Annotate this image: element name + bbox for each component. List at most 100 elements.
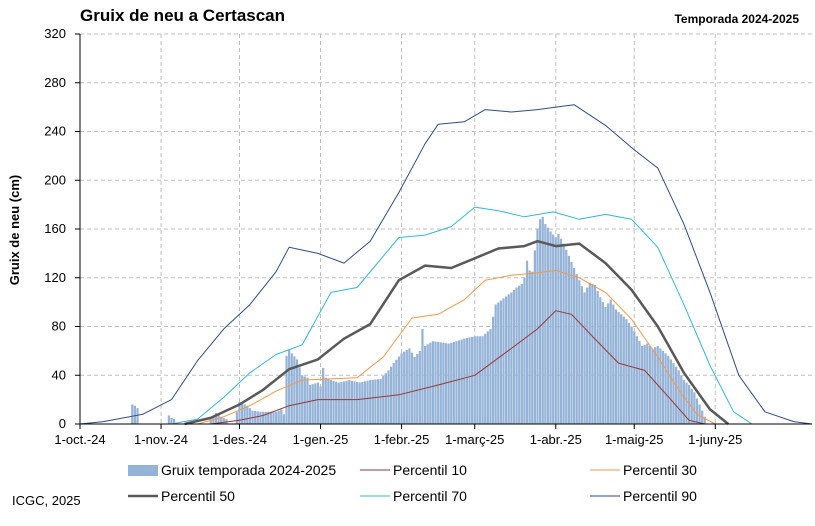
depth-bar	[306, 377, 309, 424]
depth-bar	[243, 404, 246, 424]
depth-bar	[544, 224, 547, 424]
depth-bar	[557, 233, 560, 424]
depth-bar	[400, 353, 403, 424]
depth-bar	[578, 280, 581, 424]
depth-bar	[468, 337, 471, 424]
depth-bar	[601, 302, 604, 424]
x-tick-label: 1-març-25	[445, 432, 504, 447]
depth-bar	[455, 341, 458, 424]
depth-bar	[669, 359, 672, 424]
depth-bar	[269, 411, 272, 424]
depth-bar	[392, 363, 395, 424]
depth-bar	[572, 268, 576, 424]
depth-bar	[507, 294, 510, 424]
depth-bar	[356, 381, 359, 424]
depth-bar	[630, 326, 633, 424]
depth-bar	[293, 356, 296, 424]
depth-bar	[672, 363, 675, 424]
depth-bar	[437, 341, 440, 424]
depth-bar	[324, 377, 327, 424]
depth-bar	[518, 285, 521, 424]
depth-bar	[311, 384, 314, 424]
depth-bar	[327, 378, 330, 424]
depth-bar	[173, 419, 176, 424]
depth-bar	[471, 336, 474, 424]
depth-bar	[625, 319, 628, 424]
depth-bar	[274, 411, 278, 424]
depth-bar	[434, 341, 437, 424]
depth-bar	[374, 379, 377, 424]
depth-bar	[491, 316, 495, 424]
depth-bar	[465, 338, 469, 424]
x-tick-label: 1-nov.-24	[134, 432, 188, 447]
depth-bar	[651, 348, 654, 424]
depth-bar	[612, 304, 615, 424]
depth-bar	[546, 227, 550, 424]
depth-bar	[170, 417, 173, 424]
depth-bar	[358, 382, 361, 424]
depth-bar	[476, 336, 479, 424]
depth-bar	[423, 346, 427, 424]
depth-bar	[282, 414, 286, 424]
depth-bar	[369, 380, 372, 424]
depth-bar	[523, 277, 526, 424]
y-tick-label: 80	[52, 319, 66, 334]
depth-bar	[659, 348, 662, 424]
depth-bar	[371, 379, 374, 424]
legend-label: Gruix temporada 2024-2025	[161, 462, 336, 478]
depth-bar	[614, 309, 618, 424]
depth-bar	[510, 292, 513, 424]
depth-bar	[460, 339, 463, 424]
depth-bar	[580, 286, 584, 424]
depth-bar	[376, 379, 380, 424]
depth-bar	[431, 341, 435, 424]
depth-bar	[690, 388, 693, 424]
depth-bar	[588, 282, 591, 424]
depth-bar	[136, 408, 139, 424]
depth-bar	[366, 380, 369, 424]
depth-bar	[599, 297, 602, 424]
depth-bar	[609, 299, 612, 424]
depth-bar	[680, 375, 683, 424]
y-tick-label: 120	[44, 270, 66, 285]
percentile-line	[79, 104, 813, 425]
depth-bar	[497, 302, 500, 424]
depth-bar	[259, 411, 262, 424]
depth-bar	[635, 336, 638, 424]
depth-bar	[316, 382, 320, 424]
depth-bar	[478, 336, 482, 424]
depth-bar	[384, 373, 387, 424]
depth-bar	[450, 342, 453, 424]
depth-bar	[622, 316, 625, 424]
x-tick-label: 1-juny-25	[688, 432, 742, 447]
depth-bar	[246, 405, 249, 424]
depth-bar	[562, 243, 565, 424]
depth-bar	[654, 347, 657, 424]
depth-bar	[337, 382, 340, 424]
line-series	[79, 104, 813, 426]
x-tick-label: 1-febr.-25	[374, 432, 430, 447]
percentile-line	[171, 206, 753, 425]
chart-title: Gruix de neu a Certascan	[80, 6, 286, 25]
depth-bar	[426, 344, 429, 424]
legend-label: Percentil 30	[623, 462, 697, 478]
depth-bar	[512, 289, 516, 424]
depth-bar	[209, 419, 212, 424]
depth-bar	[559, 238, 563, 424]
depth-bar	[285, 355, 288, 424]
depth-bar	[222, 417, 225, 424]
depth-bar	[539, 219, 542, 424]
depth-bar	[486, 331, 489, 424]
depth-bar	[552, 234, 555, 424]
y-tick-label: 320	[44, 26, 66, 41]
depth-bar	[695, 398, 699, 424]
depth-bar	[502, 298, 505, 424]
depth-bar	[332, 380, 335, 424]
x-tick-label: 1-gen.-25	[293, 432, 349, 447]
depth-bar	[693, 392, 696, 424]
y-tick-label: 240	[44, 124, 66, 139]
depth-bar	[593, 285, 597, 424]
x-tick-label: 1-des.-24	[212, 432, 267, 447]
depth-bar	[541, 216, 544, 424]
